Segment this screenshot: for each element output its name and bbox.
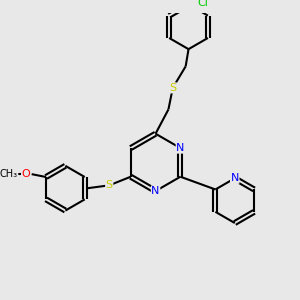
Text: N: N: [152, 186, 160, 196]
Text: S: S: [106, 180, 113, 190]
Text: Cl: Cl: [197, 0, 208, 8]
Text: N: N: [231, 173, 239, 183]
Text: CH₃: CH₃: [0, 169, 18, 179]
Text: O: O: [22, 169, 30, 179]
Text: N: N: [176, 143, 184, 153]
Text: S: S: [169, 83, 176, 93]
